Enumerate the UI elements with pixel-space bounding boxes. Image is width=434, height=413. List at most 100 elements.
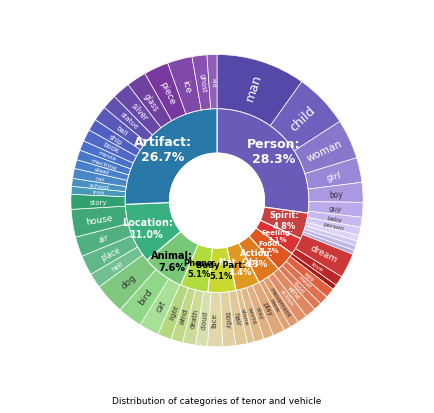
Wedge shape — [236, 290, 254, 344]
Text: steel: steel — [94, 167, 110, 176]
Text: Person:
28.3%: Person: 28.3% — [247, 138, 300, 166]
Wedge shape — [208, 247, 236, 293]
Text: blow: blow — [269, 297, 280, 313]
Text: Action:
4.3%: Action: 4.3% — [240, 249, 273, 268]
Text: child: child — [288, 104, 319, 134]
Wedge shape — [227, 243, 259, 291]
Text: ghost: ghost — [198, 73, 207, 93]
Text: cat: cat — [155, 299, 168, 313]
Text: love: love — [309, 261, 323, 272]
Text: body: body — [223, 311, 230, 328]
Wedge shape — [158, 285, 188, 339]
Wedge shape — [309, 202, 363, 218]
Text: Distribution of categories of tenor and vehicle: Distribution of categories of tenor and … — [112, 396, 322, 405]
Text: piece: piece — [158, 80, 177, 106]
Text: statue: statue — [119, 111, 139, 131]
Wedge shape — [72, 179, 126, 192]
Wedge shape — [270, 83, 340, 151]
Wedge shape — [306, 223, 359, 242]
Text: glass: glass — [142, 91, 161, 113]
Text: action: action — [279, 288, 294, 307]
Text: baby: baby — [327, 215, 343, 223]
Wedge shape — [80, 142, 133, 169]
Text: school: school — [89, 183, 109, 190]
Text: Food:
3.7%: Food: 3.7% — [258, 241, 280, 254]
Text: dream: dream — [309, 244, 339, 265]
Text: woman: woman — [306, 138, 344, 164]
Text: place: place — [99, 245, 122, 262]
Wedge shape — [82, 236, 138, 275]
Wedge shape — [217, 55, 302, 126]
Wedge shape — [217, 109, 309, 214]
Text: silver: silver — [128, 101, 149, 122]
Wedge shape — [290, 254, 336, 290]
Wedge shape — [145, 64, 186, 121]
Wedge shape — [249, 228, 292, 269]
Text: Feeling:
3.1%: Feeling: 3.1% — [262, 229, 293, 242]
Wedge shape — [296, 235, 353, 277]
Wedge shape — [307, 211, 362, 228]
Wedge shape — [71, 187, 125, 197]
Text: Artifact:
26.7%: Artifact: 26.7% — [134, 135, 192, 163]
Text: car: car — [95, 176, 105, 183]
Wedge shape — [273, 269, 315, 316]
Wedge shape — [77, 151, 131, 176]
Wedge shape — [115, 85, 161, 136]
Text: Animal:
7.6%: Animal: 7.6% — [151, 251, 194, 272]
Wedge shape — [305, 226, 357, 246]
Wedge shape — [292, 249, 342, 285]
Text: movement: movement — [269, 286, 291, 318]
Text: dog: dog — [120, 272, 138, 290]
Wedge shape — [240, 288, 264, 342]
Text: bird: bird — [137, 287, 155, 306]
Text: book: book — [102, 142, 119, 154]
Wedge shape — [253, 282, 284, 336]
Text: ball: ball — [115, 124, 128, 137]
Text: face: face — [212, 312, 218, 327]
Text: cloud: cloud — [201, 309, 208, 329]
Text: Net. Obj:
4.4%: Net. Obj: 4.4% — [219, 257, 262, 276]
Wedge shape — [207, 293, 223, 347]
Wedge shape — [71, 206, 128, 237]
Text: air: air — [98, 233, 110, 244]
Wedge shape — [140, 279, 180, 335]
Wedge shape — [181, 244, 212, 292]
Wedge shape — [192, 56, 210, 111]
Wedge shape — [247, 286, 273, 339]
Wedge shape — [125, 203, 181, 261]
Text: stay: stay — [254, 305, 264, 319]
Text: machine: machine — [90, 157, 118, 171]
Wedge shape — [207, 55, 217, 109]
Text: Spirit:
4.8%: Spirit: 4.8% — [269, 211, 299, 230]
Wedge shape — [305, 158, 362, 190]
Wedge shape — [279, 266, 321, 309]
Text: hair: hair — [233, 311, 241, 325]
Wedge shape — [303, 230, 356, 251]
Text: boy: boy — [329, 190, 343, 199]
Text: house: house — [85, 213, 114, 226]
Wedge shape — [75, 160, 129, 181]
Wedge shape — [268, 274, 306, 322]
Text: hell: hell — [110, 260, 125, 272]
Wedge shape — [302, 233, 354, 255]
Wedge shape — [128, 74, 171, 128]
Text: movie: movie — [97, 150, 117, 162]
Wedge shape — [76, 224, 132, 256]
Text: food: food — [293, 280, 306, 294]
Wedge shape — [229, 291, 247, 346]
Wedge shape — [71, 195, 125, 210]
Wedge shape — [195, 292, 211, 347]
Wedge shape — [125, 109, 217, 205]
Text: ice: ice — [181, 79, 193, 94]
Wedge shape — [89, 121, 140, 157]
Text: person: person — [322, 221, 345, 231]
Wedge shape — [72, 169, 127, 187]
Wedge shape — [171, 288, 195, 343]
Text: light: light — [168, 304, 180, 320]
Wedge shape — [95, 108, 146, 150]
Wedge shape — [99, 255, 156, 310]
Text: ship: ship — [108, 133, 123, 146]
Wedge shape — [306, 218, 361, 236]
Text: meat: meat — [296, 275, 312, 290]
Wedge shape — [286, 257, 333, 297]
